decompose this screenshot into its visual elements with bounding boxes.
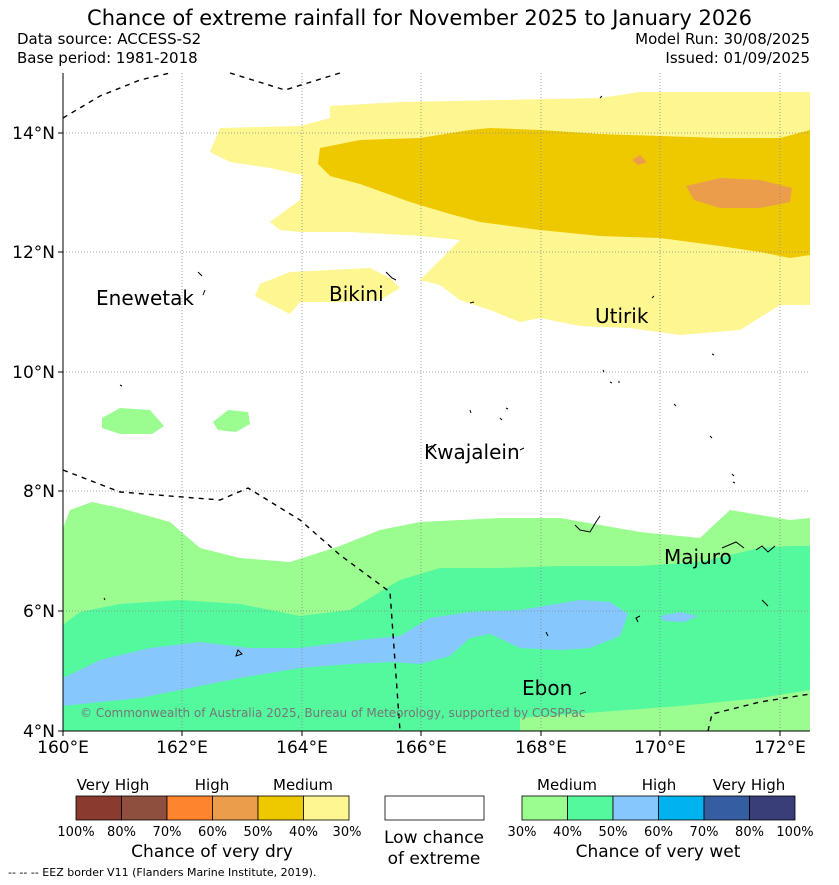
low-chance-label: of extreme	[388, 849, 481, 869]
lat-label: 8°N	[23, 482, 55, 502]
base-period: Base period: 1981-2018	[17, 49, 198, 67]
legend-swatch	[166, 795, 213, 821]
wet-30-region	[213, 410, 250, 432]
legend-swatch	[567, 795, 614, 821]
legend-tick: 100%	[57, 825, 94, 840]
legend-tick: 50%	[244, 825, 273, 840]
legend-tick: 30%	[333, 825, 362, 840]
legend-tick: 40%	[289, 825, 318, 840]
legend-header: Very High	[713, 776, 786, 794]
low-chance-legend: Low chance of extreme	[384, 795, 485, 869]
legend-tick: 80%	[107, 825, 136, 840]
place-label-majuro: Majuro	[664, 545, 732, 569]
legend-tick: 70%	[690, 825, 719, 840]
islands	[103, 95, 776, 695]
place-label-utirik: Utirik	[595, 304, 649, 328]
lon-label: 160°E	[37, 738, 89, 758]
model-run: Model Run: 30/08/2025	[635, 30, 810, 48]
legend-swatch	[212, 795, 259, 821]
legend-swatch	[658, 795, 705, 821]
wet-legend: Medium High Very High 30% 40% 50% 60% 70…	[508, 776, 814, 862]
legend-header: Medium	[273, 776, 333, 794]
legend-tick: 40%	[553, 825, 582, 840]
map-plot-area	[63, 92, 810, 731]
place-label-bikini: Bikini	[329, 282, 384, 306]
lon-label: 168°E	[515, 738, 567, 758]
legend-swatch	[384, 795, 485, 821]
legend-tick: 70%	[153, 825, 182, 840]
legend-tick: 80%	[735, 825, 764, 840]
map-title: Chance of extreme rainfall for November …	[87, 6, 752, 30]
lat-label: 10°N	[12, 363, 55, 383]
dry-legend: Very High High Medium 100% 80% 70% 60% 5…	[57, 776, 361, 862]
legend-swatch	[612, 795, 659, 821]
lon-label: 170°E	[634, 738, 686, 758]
place-label-ebon: Ebon	[522, 676, 572, 700]
data-source: Data source: ACCESS-S2	[17, 30, 202, 48]
lat-label: 12°N	[12, 243, 55, 263]
tick-marks	[58, 132, 781, 736]
copyright-notice: © Commonwealth of Australia 2025, Bureau…	[80, 706, 585, 720]
legend-swatch	[749, 795, 796, 821]
eez-border	[62, 72, 811, 732]
eez-footnote: -- -- -- EEZ border V11 (Flanders Marine…	[8, 866, 317, 879]
lat-label: 6°N	[23, 602, 55, 622]
lon-label: 172°E	[754, 738, 806, 758]
legend-swatch	[257, 795, 304, 821]
dry-50-region	[686, 178, 792, 208]
wet-50-region	[63, 600, 628, 706]
wet-legend-title: Chance of very wet	[576, 842, 741, 862]
legend-tick: 30%	[508, 825, 537, 840]
data-info: Data source: ACCESS-S2 Base period: 1981…	[17, 30, 201, 68]
place-label-kwajalein: Kwajalein	[424, 440, 520, 464]
legend-tick: 60%	[644, 825, 673, 840]
legend-tick: 60%	[198, 825, 227, 840]
dry-40-region	[318, 128, 810, 258]
lon-label: 164°E	[276, 738, 328, 758]
wet-30-region	[102, 408, 164, 434]
lon-label: 162°E	[156, 738, 208, 758]
place-label-enewetak: Enewetak	[96, 286, 194, 310]
lon-label: 166°E	[395, 738, 447, 758]
legend-swatch	[75, 795, 122, 821]
wet-30-region	[520, 690, 810, 731]
legend-swatch	[521, 795, 568, 821]
dry-30-region	[255, 268, 400, 314]
dry-legend-title: Chance of very dry	[131, 842, 293, 862]
legend-swatch	[121, 795, 168, 821]
legend-header: Very High	[77, 776, 150, 794]
issued-date: Issued: 01/09/2025	[665, 49, 810, 67]
legend-tick: 100%	[776, 825, 813, 840]
lat-label: 4°N	[23, 722, 55, 742]
wet-50-region	[660, 612, 698, 622]
legend-header: High	[195, 776, 229, 794]
legend-header: High	[642, 776, 676, 794]
lat-label: 14°N	[12, 124, 55, 144]
legend-swatch	[703, 795, 750, 821]
legend-tick: 50%	[599, 825, 628, 840]
legend-header: Medium	[537, 776, 597, 794]
dry-50-region	[632, 155, 647, 165]
run-info: Model Run: 30/08/2025 Issued: 01/09/2025	[635, 30, 810, 68]
legend-swatch	[303, 795, 350, 821]
low-chance-label: Low chance	[384, 828, 484, 848]
